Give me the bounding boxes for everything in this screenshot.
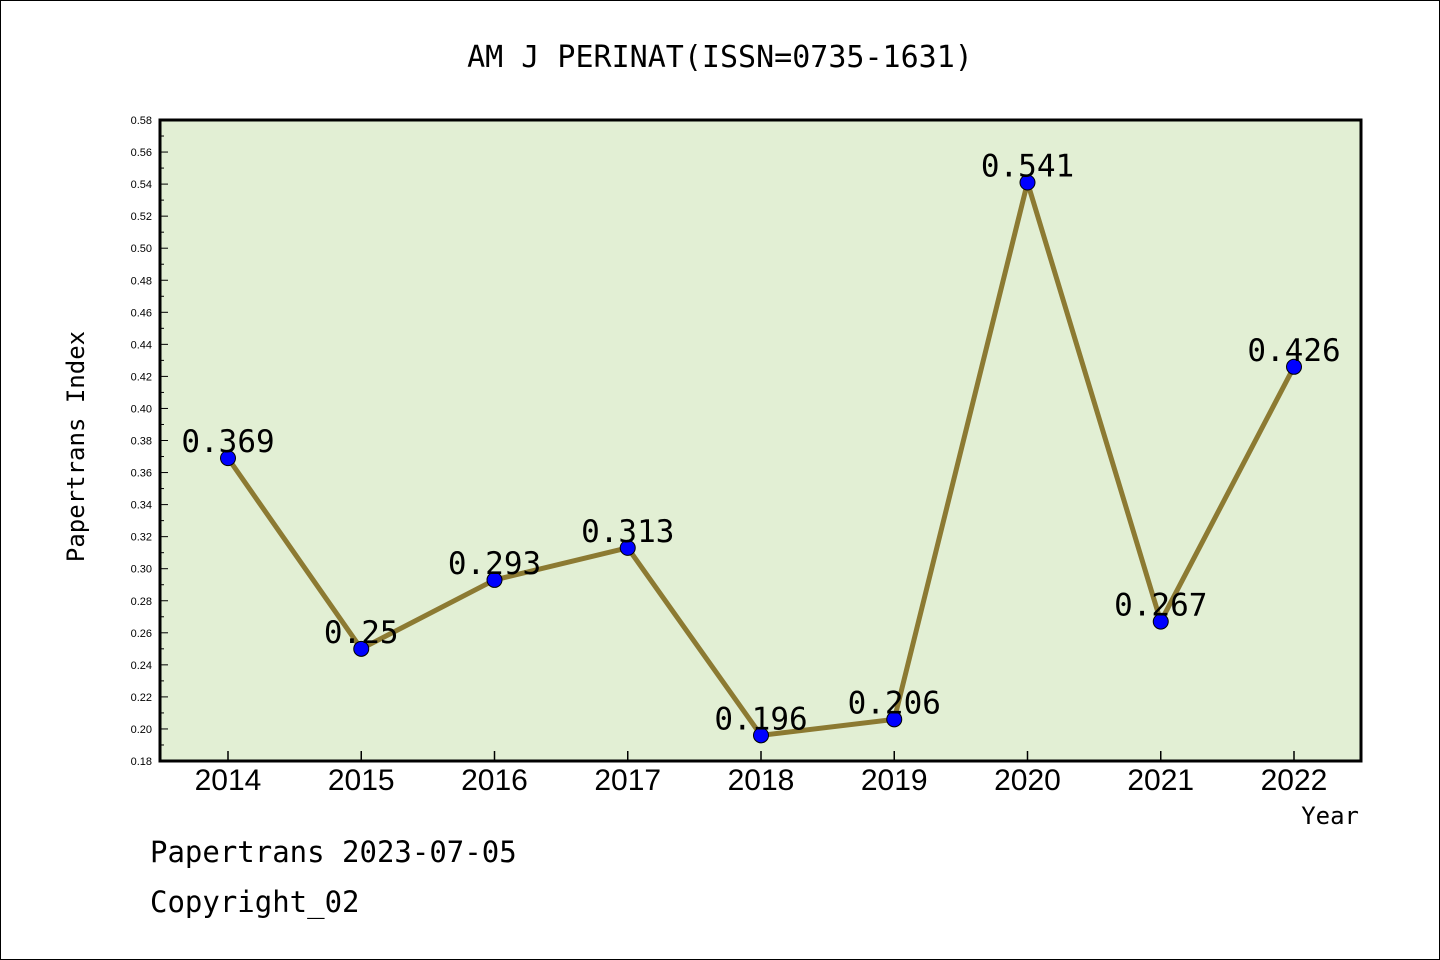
data-point <box>486 571 503 588</box>
x-tick-label: 2021 <box>1127 764 1194 797</box>
y-tick-label: 0.18 <box>131 756 152 768</box>
y-tick-label: 0.56 <box>131 147 152 159</box>
x-tick-label: 2015 <box>328 764 395 797</box>
x-tick-label: 2014 <box>195 764 262 797</box>
y-tick-label: 0.44 <box>131 339 152 351</box>
x-axis: 2014 2015 2016 2017 2018 2019 2020 2021 2022 <box>195 751 1328 797</box>
plot-area <box>158 118 1363 763</box>
data-point <box>1286 358 1302 375</box>
x-tick-label: 2017 <box>594 764 661 797</box>
data-label: 0.293 <box>448 546 541 582</box>
data-point <box>353 640 370 657</box>
data-label: 0.267 <box>1114 588 1207 624</box>
y-tick-label: 0.20 <box>131 724 152 736</box>
data-label: 0.313 <box>581 514 674 550</box>
x-tick-label: 2019 <box>861 764 928 797</box>
y-tick-label: 0.58 <box>131 115 152 127</box>
data-label: 0.25 <box>324 615 399 651</box>
y-tick-label: 0.54 <box>131 179 152 191</box>
y-tick-label: 0.38 <box>131 436 152 448</box>
data-label: 0.206 <box>848 685 941 721</box>
y-tick-label: 0.32 <box>131 532 152 544</box>
y-tick-label: 0.36 <box>131 468 152 480</box>
y-axis: 0.18 0.20 0.22 0.24 0.26 0.28 0.30 0.32 0.34 0.36… <box>131 115 168 768</box>
y-tick-label: 0.22 <box>131 692 152 704</box>
y-tick-label: 0.30 <box>131 564 152 576</box>
chart-title: AM J PERINAT(ISSN=0735-1631) <box>467 40 973 75</box>
y-tick-label: 0.26 <box>131 628 152 640</box>
data-point <box>619 539 636 556</box>
x-tick-label: 2022 <box>1261 764 1328 797</box>
data-label: 0.426 <box>1247 333 1340 369</box>
y-tick-label: 0.46 <box>131 307 152 319</box>
y-tick-label: 0.50 <box>131 243 152 255</box>
y-tick-label: 0.48 <box>131 275 152 287</box>
data-label: 0.369 <box>181 424 274 460</box>
series-layer: 0.369 0.25 0.293 0.313 0.196 0.206 0.541 0.267 0… <box>181 148 1341 744</box>
y-tick-label: 0.24 <box>131 660 152 672</box>
y-tick-label: 0.52 <box>131 211 152 223</box>
y-tick-label: 0.34 <box>131 500 152 512</box>
x-axis-label: Year <box>1301 802 1359 830</box>
x-tick-label: 2016 <box>461 764 528 797</box>
y-axis-label: Papertrans Index <box>62 331 90 562</box>
data-point <box>753 727 769 744</box>
data-point <box>886 711 903 728</box>
data-label: 0.196 <box>714 701 807 737</box>
data-point <box>1152 613 1169 630</box>
x-tick-label: 2020 <box>994 764 1061 797</box>
footer-copyright: Copyright_02 <box>150 885 360 919</box>
footer-date: Papertrans 2023-07-05 <box>150 835 517 869</box>
y-tick-label: 0.28 <box>131 596 152 608</box>
y-tick-label: 0.40 <box>131 403 152 415</box>
data-point <box>220 450 236 467</box>
data-label: 0.541 <box>981 148 1074 184</box>
data-point <box>1019 174 1036 191</box>
y-tick-label: 0.42 <box>131 371 152 383</box>
x-tick-label: 2018 <box>728 764 795 797</box>
